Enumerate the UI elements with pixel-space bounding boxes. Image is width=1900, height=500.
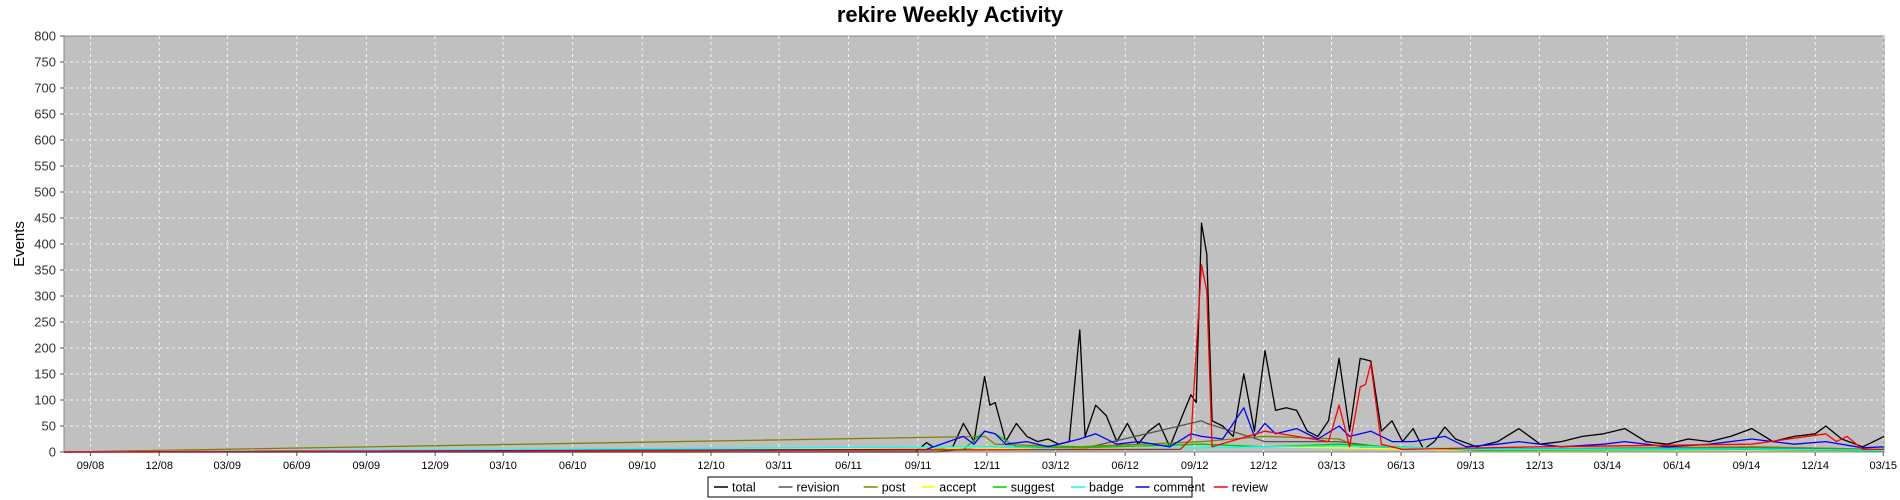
y-tick-label: 650 bbox=[34, 107, 56, 122]
legend-label-total: total bbox=[732, 481, 756, 495]
legend-label-revision: revision bbox=[797, 481, 840, 495]
y-tick-label: 450 bbox=[34, 211, 56, 226]
legend-label-accept: accept bbox=[939, 481, 976, 495]
x-tick-label: 03/13 bbox=[1318, 460, 1346, 472]
x-tick-label: 12/14 bbox=[1801, 460, 1829, 472]
y-tick-label: 750 bbox=[34, 55, 56, 70]
x-tick-label: 09/09 bbox=[353, 460, 381, 472]
x-tick-label: 06/12 bbox=[1111, 460, 1139, 472]
series-line-total bbox=[64, 222, 1885, 453]
x-tick-label: 12/10 bbox=[697, 460, 725, 472]
x-tick-label: 06/11 bbox=[835, 460, 862, 472]
y-tick-label: 0 bbox=[49, 445, 56, 460]
x-tick-label: 06/10 bbox=[559, 460, 587, 472]
x-tick-label: 09/11 bbox=[905, 460, 932, 472]
x-tick-label: 12/12 bbox=[1250, 460, 1278, 472]
y-tick-label: 200 bbox=[34, 341, 56, 356]
x-tick-label: 03/12 bbox=[1042, 460, 1070, 472]
legend-box bbox=[707, 476, 1193, 498]
x-tick-label: 03/10 bbox=[489, 460, 517, 472]
x-tick-label: 12/09 bbox=[421, 460, 449, 472]
y-tick-label: 550 bbox=[34, 159, 56, 174]
x-tick-label: 03/14 bbox=[1594, 460, 1622, 472]
y-tick-label: 150 bbox=[34, 367, 56, 382]
x-tick-label: 03/11 bbox=[766, 460, 793, 472]
x-tick-label: 12/13 bbox=[1526, 460, 1554, 472]
legend-label-badge: badge bbox=[1089, 481, 1124, 495]
chart-title: rekire Weekly Activity bbox=[837, 2, 1064, 27]
x-tick-label: 06/13 bbox=[1387, 460, 1415, 472]
y-tick-label: 100 bbox=[34, 393, 56, 408]
y-tick-label: 50 bbox=[42, 419, 56, 434]
series-line-post bbox=[63, 435, 1885, 453]
legend-label-post: post bbox=[882, 481, 906, 495]
x-tick-label: 12/11 bbox=[973, 460, 1000, 472]
x-tick-label: 09/08 bbox=[77, 460, 105, 472]
y-tick-label: 350 bbox=[34, 263, 56, 278]
x-tick-label: 06/09 bbox=[283, 460, 311, 472]
legend-label-suggest: suggest bbox=[1011, 481, 1055, 495]
y-tick-label: 250 bbox=[34, 315, 56, 330]
y-tick-label: 400 bbox=[34, 237, 56, 252]
series-lines bbox=[63, 222, 1885, 453]
y-tick-label: 500 bbox=[34, 185, 56, 200]
y-axis-ticks: 0 50 100 150 200 250 300 350 400 450 500 550 600 650 7… bbox=[34, 29, 64, 460]
series-line-comment bbox=[63, 407, 1885, 453]
y-tick-label: 800 bbox=[34, 29, 56, 44]
x-tick-label: 09/14 bbox=[1733, 460, 1761, 472]
y-tick-label: 300 bbox=[34, 289, 56, 304]
x-tick-label: 09/10 bbox=[628, 460, 656, 472]
x-tick-label: 06/14 bbox=[1663, 460, 1691, 472]
y-axis-label: Events bbox=[11, 221, 28, 267]
y-tick-label: 700 bbox=[34, 81, 56, 96]
x-tick-label: 03/09 bbox=[213, 460, 241, 472]
plot-area bbox=[63, 35, 1885, 453]
legend-label-review: review bbox=[1232, 481, 1269, 495]
legend: total revision post accept suggest badge comme… bbox=[707, 476, 1269, 498]
series-line-badge bbox=[63, 445, 1885, 453]
x-tick-label: 03/15 bbox=[1869, 460, 1897, 472]
series-line-suggest bbox=[63, 430, 1885, 453]
x-axis-ticks: 09/08 12/08 03/09 06/09 09/09 12/09 03/10 06/10… bbox=[77, 452, 1897, 472]
x-tick-label: 09/13 bbox=[1457, 460, 1485, 472]
series-line-review bbox=[63, 264, 1884, 453]
x-tick-label: 12/08 bbox=[145, 460, 173, 472]
y-tick-label: 600 bbox=[34, 133, 56, 148]
legend-label-comment: comment bbox=[1154, 481, 1206, 495]
x-tick-label: 09/12 bbox=[1181, 460, 1209, 472]
